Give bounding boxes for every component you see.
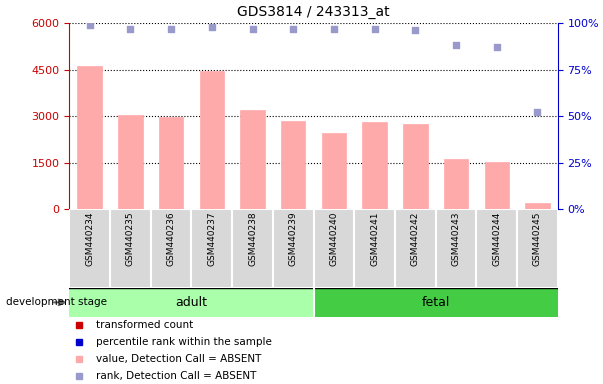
Text: GSM440236: GSM440236 (166, 212, 175, 266)
Text: GSM440245: GSM440245 (533, 212, 542, 266)
Text: adult: adult (175, 296, 207, 309)
Bar (435, 209, 476, 288)
Bar (110, 209, 151, 288)
Bar (444, 159, 468, 209)
Bar (484, 162, 509, 209)
Bar (403, 124, 428, 209)
Text: GSM440238: GSM440238 (248, 212, 257, 266)
Bar (395, 209, 435, 288)
Bar (232, 209, 273, 288)
Text: development stage: development stage (6, 297, 107, 308)
Point (370, 26, 379, 32)
Text: percentile rank within the sample: percentile rank within the sample (96, 337, 272, 347)
Text: rank, Detection Call = ABSENT: rank, Detection Call = ABSENT (96, 371, 257, 381)
Text: GSM440237: GSM440237 (207, 212, 216, 266)
Point (411, 27, 420, 33)
Text: GSM440243: GSM440243 (452, 212, 461, 266)
Text: value, Detection Call = ABSENT: value, Detection Call = ABSENT (96, 354, 262, 364)
Point (166, 26, 176, 32)
Text: GSM440241: GSM440241 (370, 212, 379, 266)
Bar (192, 209, 232, 288)
Bar (314, 209, 354, 288)
Bar (240, 110, 265, 209)
Text: GSM440234: GSM440234 (85, 212, 94, 266)
Bar (517, 209, 558, 288)
Bar (118, 114, 142, 209)
Bar (476, 209, 517, 288)
Bar (69, 288, 314, 317)
Bar (200, 71, 224, 209)
Bar (69, 209, 110, 288)
Bar (525, 203, 549, 209)
Point (288, 26, 298, 32)
Bar (159, 118, 183, 209)
Point (451, 42, 461, 48)
Bar (77, 66, 102, 209)
Text: fetal: fetal (421, 296, 450, 309)
Bar (151, 209, 192, 288)
Point (207, 24, 216, 30)
Point (125, 26, 135, 32)
Text: GSM440244: GSM440244 (492, 212, 501, 266)
Bar (354, 209, 395, 288)
Bar (281, 121, 305, 209)
Point (329, 26, 339, 32)
Title: GDS3814 / 243313_at: GDS3814 / 243313_at (237, 5, 390, 19)
Point (532, 109, 542, 116)
Bar (314, 288, 558, 317)
Point (85, 22, 95, 28)
Text: transformed count: transformed count (96, 320, 194, 330)
Text: GSM440240: GSM440240 (329, 212, 338, 266)
Bar (362, 122, 387, 209)
Bar (273, 209, 314, 288)
Text: GSM440235: GSM440235 (126, 212, 135, 266)
Point (248, 26, 257, 32)
Text: GSM440239: GSM440239 (289, 212, 298, 266)
Point (492, 44, 502, 50)
Text: GSM440242: GSM440242 (411, 212, 420, 266)
Bar (321, 132, 346, 209)
